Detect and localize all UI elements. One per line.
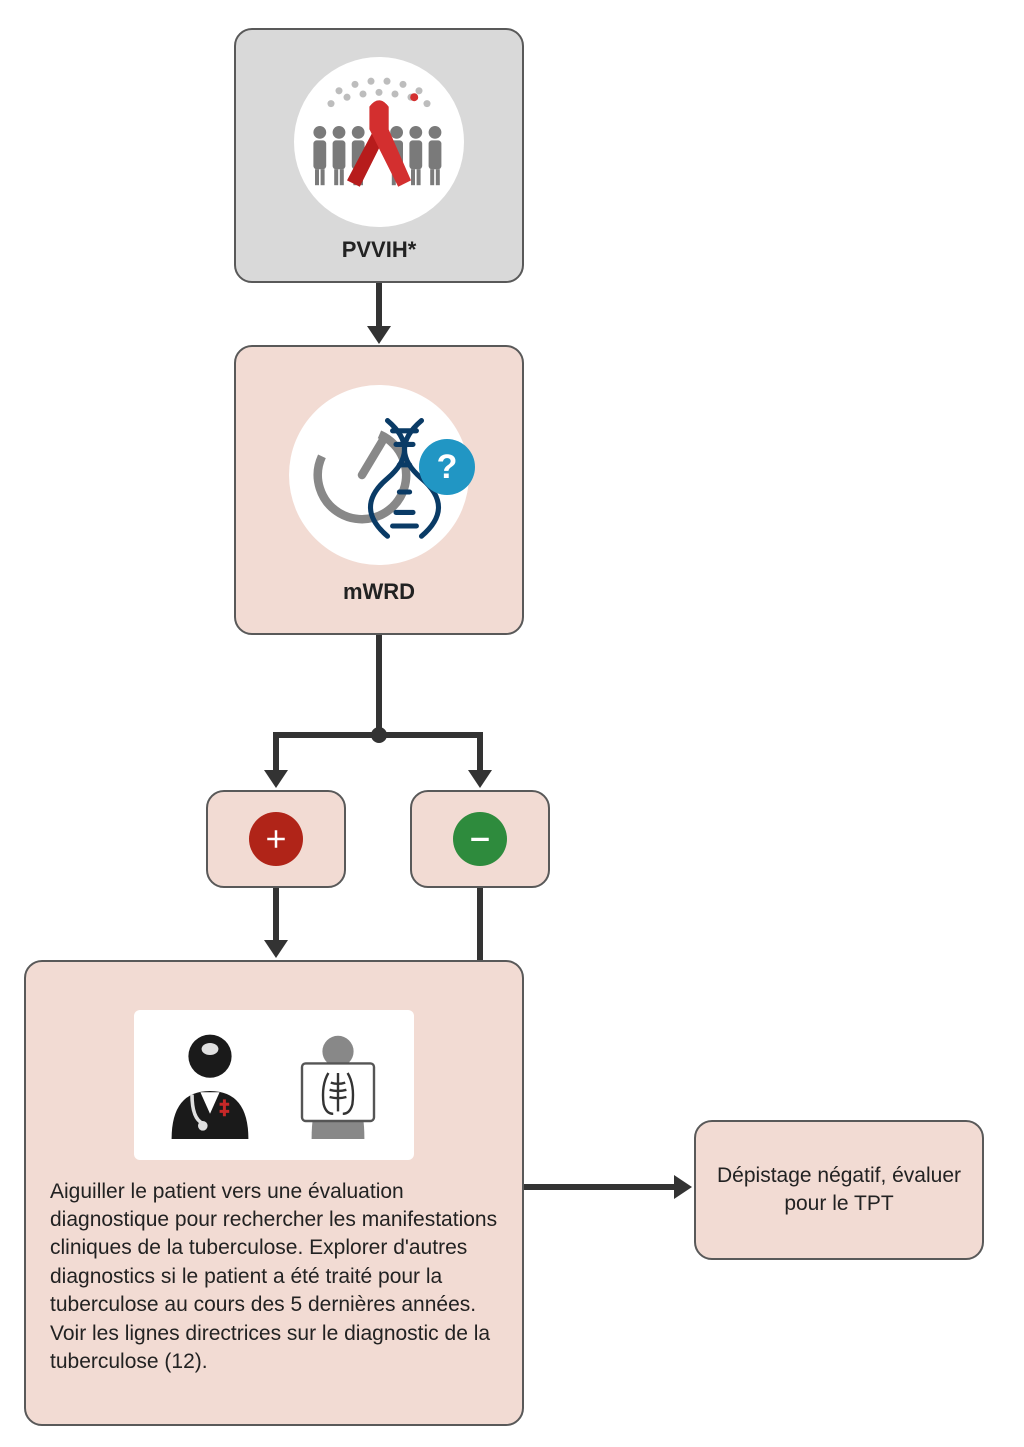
- minus-icon: [453, 812, 507, 866]
- diagnostic-text: Aiguiller le patient vers une évaluation…: [50, 1178, 498, 1376]
- edge-mwrd-stem: [376, 635, 382, 738]
- mwrd-icon: ?: [289, 385, 469, 565]
- node-mwrd: ? mWRD: [234, 345, 524, 635]
- arrowhead-pvvih-mwrd: [367, 326, 391, 344]
- arrowhead-branch-right: [468, 770, 492, 788]
- ribbon-crowd-icon: [299, 62, 459, 222]
- question-badge: ?: [419, 439, 475, 495]
- edge-branch-horizontal: [273, 732, 483, 738]
- xray-icon: [278, 1020, 398, 1150]
- edge-branch-left: [273, 732, 279, 774]
- edge-positive-diagnostic: [273, 888, 279, 943]
- arrowhead-branch-left: [264, 770, 288, 788]
- arrowhead-positive-diagnostic: [264, 940, 288, 958]
- plus-icon: [249, 812, 303, 866]
- tpt-text: Dépistage négatif, évaluer pour le TPT: [712, 1162, 966, 1219]
- doctor-icon: [150, 1020, 270, 1150]
- node-tpt: Dépistage négatif, évaluer pour le TPT: [694, 1120, 984, 1260]
- mwrd-label: mWRD: [343, 579, 415, 605]
- node-positive: [206, 790, 346, 888]
- edge-branch-right: [477, 732, 483, 774]
- node-negative: [410, 790, 550, 888]
- pvvih-icon: [294, 57, 464, 227]
- node-pvvih: PVVIH*: [234, 28, 524, 283]
- arrowhead-negative-tpt: [674, 1175, 692, 1199]
- doctor-xray-panel: [134, 1010, 414, 1160]
- question-badge-label: ?: [437, 448, 458, 487]
- node-diagnostic: Aiguiller le patient vers une évaluation…: [24, 960, 524, 1426]
- pvvih-label: PVVIH*: [342, 237, 417, 263]
- edge-pvvih-mwrd: [376, 283, 382, 329]
